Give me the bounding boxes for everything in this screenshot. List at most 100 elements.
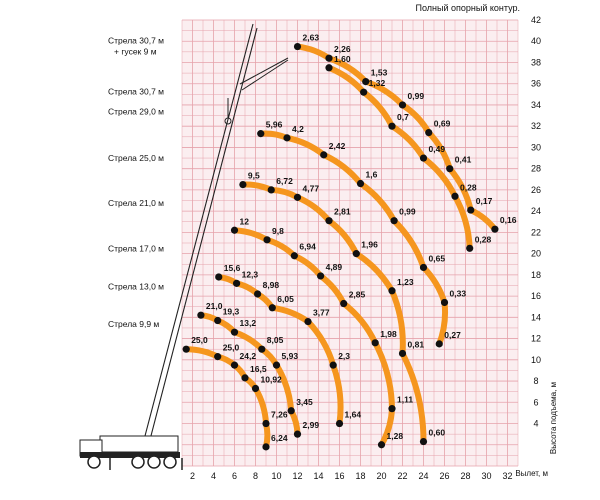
load-value-label: 25,0 [223, 343, 240, 353]
jib [239, 57, 289, 85]
y-tick-label: 4 [533, 419, 538, 429]
x-tick-label: 32 [502, 471, 512, 481]
load-value-label: 25,0 [191, 335, 208, 345]
load-point [290, 252, 298, 260]
y-tick-label: 8 [533, 376, 538, 386]
x-tick-label: 30 [481, 471, 491, 481]
y-tick-label: 36 [531, 79, 541, 89]
y-tick-label: 32 [531, 121, 541, 131]
load-value-label: 0,49 [429, 144, 446, 154]
boom-main [139, 23, 254, 456]
load-value-label: 0,60 [429, 428, 446, 438]
x-tick-label: 18 [355, 471, 365, 481]
x-tick-label: 6 [232, 471, 237, 481]
y-tick-label: 10 [531, 355, 541, 365]
load-value-label: 2,81 [334, 207, 351, 217]
load-point [293, 42, 302, 51]
load-point [435, 340, 443, 348]
load-point [377, 441, 386, 449]
load-value-label: 2,42 [329, 141, 346, 151]
load-value-label: 4,89 [326, 262, 343, 272]
x-tick-label: 24 [418, 471, 428, 481]
load-value-label: 10,92 [261, 374, 283, 384]
load-value-label: 15,6 [224, 263, 241, 273]
load-value-label: 12 [240, 216, 250, 226]
load-point [335, 419, 344, 428]
load-point [268, 304, 276, 312]
load-value-label: 1,32 [369, 78, 386, 88]
load-value-label: 6,24 [271, 433, 288, 443]
load-value-label: 19,3 [223, 307, 240, 317]
chart-title: Полный опорный контур. [416, 3, 521, 13]
load-point [325, 64, 333, 72]
load-point [340, 299, 348, 308]
x-tick-label: 8 [253, 471, 258, 481]
load-value-label: 0,33 [450, 288, 467, 298]
y-tick-label: 22 [531, 227, 541, 237]
crane-illustration [79, 23, 289, 470]
load-value-label: 9,8 [272, 226, 284, 236]
load-point [325, 217, 333, 225]
load-point [241, 374, 249, 382]
load-point [352, 250, 360, 258]
load-point [258, 345, 266, 353]
y-tick-label: 28 [531, 164, 541, 174]
load-point [440, 298, 449, 307]
y-tick-label: 24 [531, 206, 541, 216]
y-tick-label: 40 [531, 36, 541, 46]
load-point [251, 384, 260, 393]
load-value-label: 1,28 [387, 431, 404, 441]
load-value-label: 0,28 [460, 182, 477, 192]
load-point [182, 345, 190, 353]
boom-label-jib: + гусек 9 м [114, 47, 157, 57]
load-value-label: 0,65 [429, 253, 446, 263]
load-value-label: 0,28 [475, 234, 492, 244]
load-value-label: 8,98 [263, 280, 280, 290]
wheel [131, 455, 145, 469]
load-point [254, 290, 262, 298]
load-point [466, 244, 474, 252]
load-value-label: 0,99 [399, 207, 416, 217]
load-value-label: 0,81 [408, 339, 425, 349]
load-point [267, 186, 275, 194]
load-value-label: 0,27 [444, 330, 461, 340]
load-value-label: 8,05 [267, 335, 284, 345]
x-tick-label: 28 [460, 471, 470, 481]
load-value-label: 5,93 [282, 351, 299, 361]
load-point [230, 328, 239, 336]
boom-label: Стрела 9,9 м [108, 319, 159, 329]
load-value-label: 2,99 [303, 420, 320, 430]
load-point [360, 88, 368, 96]
load-point [467, 206, 475, 214]
y-tick-label: 6 [533, 397, 538, 407]
load-point [262, 443, 270, 451]
load-point [329, 361, 337, 369]
load-point [287, 407, 295, 415]
x-tick-label: 22 [397, 471, 407, 481]
jib-2 [241, 59, 289, 91]
load-point [325, 54, 333, 62]
x-tick-label: 2 [190, 471, 195, 481]
load-point [239, 180, 247, 189]
truck-body [99, 435, 179, 453]
load-value-label: 2,26 [334, 44, 351, 54]
load-value-label: 4,2 [292, 124, 304, 134]
x-tick-label: 14 [313, 471, 323, 481]
y-tick-label: 34 [531, 100, 541, 110]
boom-main-2 [145, 27, 258, 456]
y-tick-label: 16 [531, 291, 541, 301]
y-tick-label: 38 [531, 57, 541, 67]
load-value-label: 1,98 [380, 329, 397, 339]
load-value-label: 6,94 [299, 242, 316, 252]
x-tick-label: 26 [439, 471, 449, 481]
boom-label: Стрела 21,0 м [108, 198, 164, 208]
load-value-label: 12,3 [242, 269, 259, 279]
y-tick-label: 30 [531, 142, 541, 152]
load-value-label: 0,69 [434, 119, 451, 129]
y-tick-label: 12 [531, 334, 541, 344]
y-tick-label: 18 [531, 270, 541, 280]
load-value-label: 0,41 [455, 155, 472, 165]
load-value-label: 1,53 [371, 68, 388, 78]
y-axis-label: Высота подъема, м [549, 382, 558, 454]
